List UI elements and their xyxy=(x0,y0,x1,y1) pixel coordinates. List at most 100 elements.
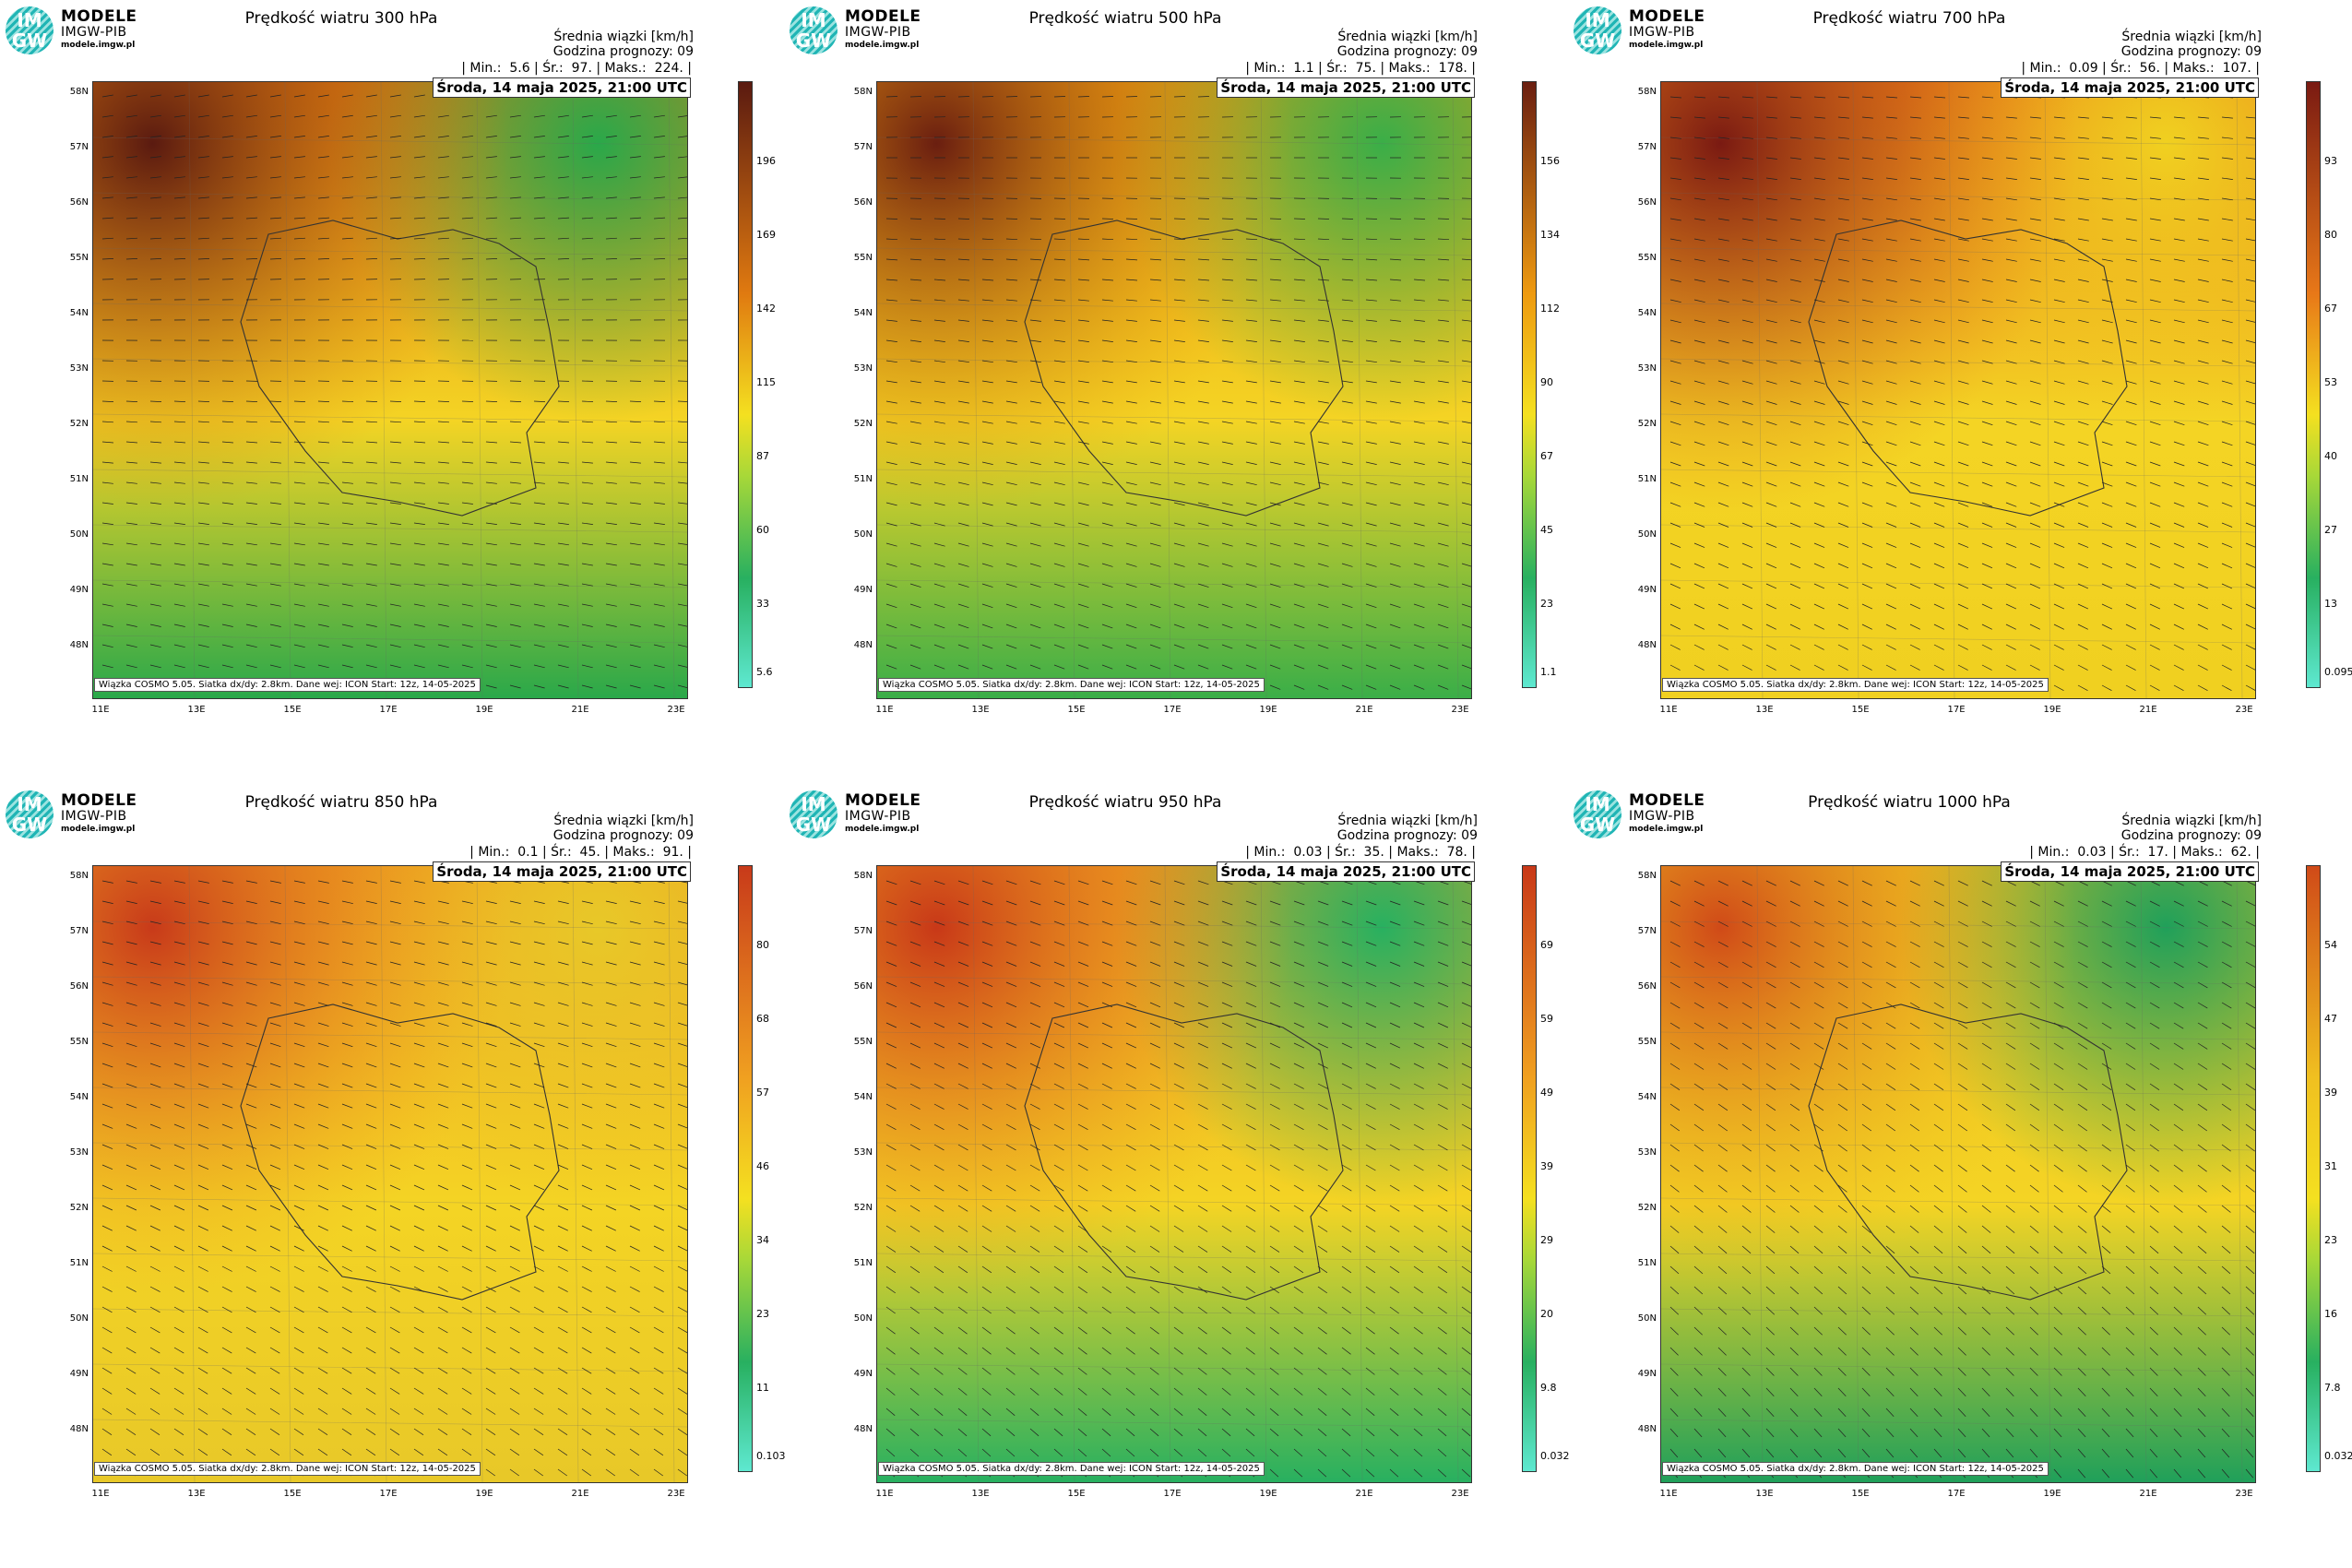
lat-label: 49N xyxy=(853,1369,873,1379)
lon-label: 17E xyxy=(379,705,398,715)
lat-label: 51N xyxy=(69,1258,89,1268)
imgw-logo[interactable]: IM GW MODELE IMGW-PIB modele.imgw.pl xyxy=(1572,4,1756,59)
wind-map[interactable] xyxy=(876,81,1472,699)
lat-label: 52N xyxy=(69,419,89,429)
info-block: Średnia wiązki [km/h] Godzina prognozy: … xyxy=(2121,814,2262,843)
lon-label: 11E xyxy=(91,1489,110,1499)
info-line-1: Średnia wiązki [km/h] xyxy=(2121,814,2262,828)
lat-label: 57N xyxy=(69,926,89,936)
logo-emblem xyxy=(1574,790,1621,838)
colorbar-tick: 54 xyxy=(2324,939,2337,951)
colorbar-tick: 13 xyxy=(2324,598,2337,610)
date-label: Środa, 14 maja 2025, 21:00 UTC xyxy=(2001,861,2259,882)
forecast-panel-1: IM GW MODELE IMGW-PIB modele.imgw.pl Pręd… xyxy=(0,0,784,784)
lat-label: 57N xyxy=(1637,926,1657,936)
lat-label: 51N xyxy=(1637,474,1657,484)
logo-line-3: modele.imgw.pl xyxy=(61,825,136,834)
imgw-logo[interactable]: IM GW MODELE IMGW-PIB modele.imgw.pl xyxy=(788,788,972,843)
logo-line-1: MODELE xyxy=(61,7,137,26)
logo-letters: IM GW xyxy=(795,793,832,836)
lat-label: 55N xyxy=(69,1037,89,1047)
logo-line-1: MODELE xyxy=(845,791,921,810)
lat-label: 54N xyxy=(1637,308,1657,318)
imgw-logo[interactable]: IM GW MODELE IMGW-PIB modele.imgw.pl xyxy=(4,4,188,59)
logo-line-2: IMGW-PIB xyxy=(1629,25,1695,40)
colorbar-tick: 33 xyxy=(756,598,769,610)
lat-label: 50N xyxy=(853,529,873,540)
forecast-panel-2: IM GW MODELE IMGW-PIB modele.imgw.pl Pręd… xyxy=(784,0,1568,784)
forecast-panel-4: IM GW MODELE IMGW-PIB modele.imgw.pl Pręd… xyxy=(0,784,786,1568)
forecast-panel-3: IM GW MODELE IMGW-PIB modele.imgw.pl Pręd… xyxy=(1568,0,2352,784)
info-line-1: Średnia wiązki [km/h] xyxy=(2121,30,2262,44)
logo-letters: IM GW xyxy=(795,9,832,52)
colorbar-tick: 156 xyxy=(1540,155,1560,167)
stats-line: | Min.: 0.09 | Śr.: 56. | Maks.: 107. | xyxy=(2021,61,2260,76)
stats-line: | Min.: 5.6 | Śr.: 97. | Maks.: 224. | xyxy=(461,61,692,76)
colorbar-tick: 0.095 xyxy=(2324,666,2352,678)
lat-label: 52N xyxy=(1637,419,1657,429)
wind-map[interactable] xyxy=(1660,81,2256,699)
lat-label: 58N xyxy=(1637,87,1657,97)
lat-label: 50N xyxy=(69,529,89,540)
imgw-logo[interactable]: IM GW MODELE IMGW-PIB modele.imgw.pl xyxy=(1572,788,1756,843)
info-line-1: Średnia wiązki [km/h] xyxy=(1337,30,1478,44)
colorbar-tick: 57 xyxy=(756,1087,769,1099)
lat-label: 51N xyxy=(853,474,873,484)
info-block: Średnia wiązki [km/h] Godzina prognozy: … xyxy=(1337,30,1478,59)
lat-label: 57N xyxy=(69,142,89,152)
lat-label: 51N xyxy=(69,474,89,484)
colorbar xyxy=(1522,81,1537,688)
lon-label: 17E xyxy=(1947,705,1966,715)
colorbar-tick: 23 xyxy=(1540,598,1553,610)
lat-label: 58N xyxy=(853,87,873,97)
wind-map[interactable] xyxy=(1660,865,2256,1483)
colorbar-tick: 196 xyxy=(756,155,776,167)
lon-label: 23E xyxy=(1451,705,1469,715)
lon-label: 17E xyxy=(1947,1489,1966,1499)
lon-label: 19E xyxy=(1259,705,1277,715)
lat-label: 49N xyxy=(1637,1369,1657,1379)
wind-map[interactable] xyxy=(876,865,1472,1483)
logo-line-2: IMGW-PIB xyxy=(845,25,911,40)
logo-line-1: MODELE xyxy=(845,7,921,26)
lon-label: 11E xyxy=(875,1489,894,1499)
lat-label: 53N xyxy=(69,363,89,374)
lat-label: 56N xyxy=(1637,197,1657,208)
lat-label: 53N xyxy=(1637,1147,1657,1158)
wind-map[interactable] xyxy=(92,865,688,1483)
info-line-2: Godzina prognozy: 09 xyxy=(1336,828,1478,843)
colorbar xyxy=(738,81,753,688)
wind-map[interactable] xyxy=(92,81,688,699)
lon-label: 11E xyxy=(1659,705,1678,715)
lon-label: 23E xyxy=(1451,1489,1469,1499)
colorbar-tick: 47 xyxy=(2324,1013,2337,1025)
lat-label: 53N xyxy=(853,363,873,374)
logo-line-3: modele.imgw.pl xyxy=(845,41,920,50)
colorbar-tick: 60 xyxy=(756,524,769,536)
lat-label: 48N xyxy=(69,1424,89,1434)
colorbar-tick: 49 xyxy=(1540,1087,1553,1099)
lat-label: 57N xyxy=(853,926,873,936)
colorbar-tick: 68 xyxy=(756,1013,769,1025)
lat-label: 50N xyxy=(1637,1313,1657,1324)
lon-label: 19E xyxy=(2043,705,2061,715)
lat-label: 55N xyxy=(1637,253,1657,263)
lat-label: 53N xyxy=(69,1147,89,1158)
lon-label: 11E xyxy=(875,705,894,715)
lat-label: 52N xyxy=(69,1203,89,1213)
lon-label: 13E xyxy=(187,1489,206,1499)
colorbar-tick: 7.8 xyxy=(2324,1382,2341,1394)
colorbar-tick: 112 xyxy=(1540,303,1560,315)
lon-label: 19E xyxy=(1259,1489,1277,1499)
logo-line-1: MODELE xyxy=(61,791,137,810)
colorbar-tick: 142 xyxy=(756,303,776,315)
lon-label: 11E xyxy=(1659,1489,1678,1499)
imgw-logo[interactable]: IM GW MODELE IMGW-PIB modele.imgw.pl xyxy=(788,4,972,59)
info-line-2: Godzina prognozy: 09 xyxy=(552,828,694,843)
logo-line-2: IMGW-PIB xyxy=(61,25,127,40)
lon-label: 13E xyxy=(971,1489,990,1499)
imgw-logo[interactable]: IM GW MODELE IMGW-PIB modele.imgw.pl xyxy=(4,788,188,843)
panel-title: Prędkość wiatru 300 hPa xyxy=(244,9,438,28)
lat-label: 50N xyxy=(69,1313,89,1324)
lat-label: 55N xyxy=(1637,1037,1657,1047)
